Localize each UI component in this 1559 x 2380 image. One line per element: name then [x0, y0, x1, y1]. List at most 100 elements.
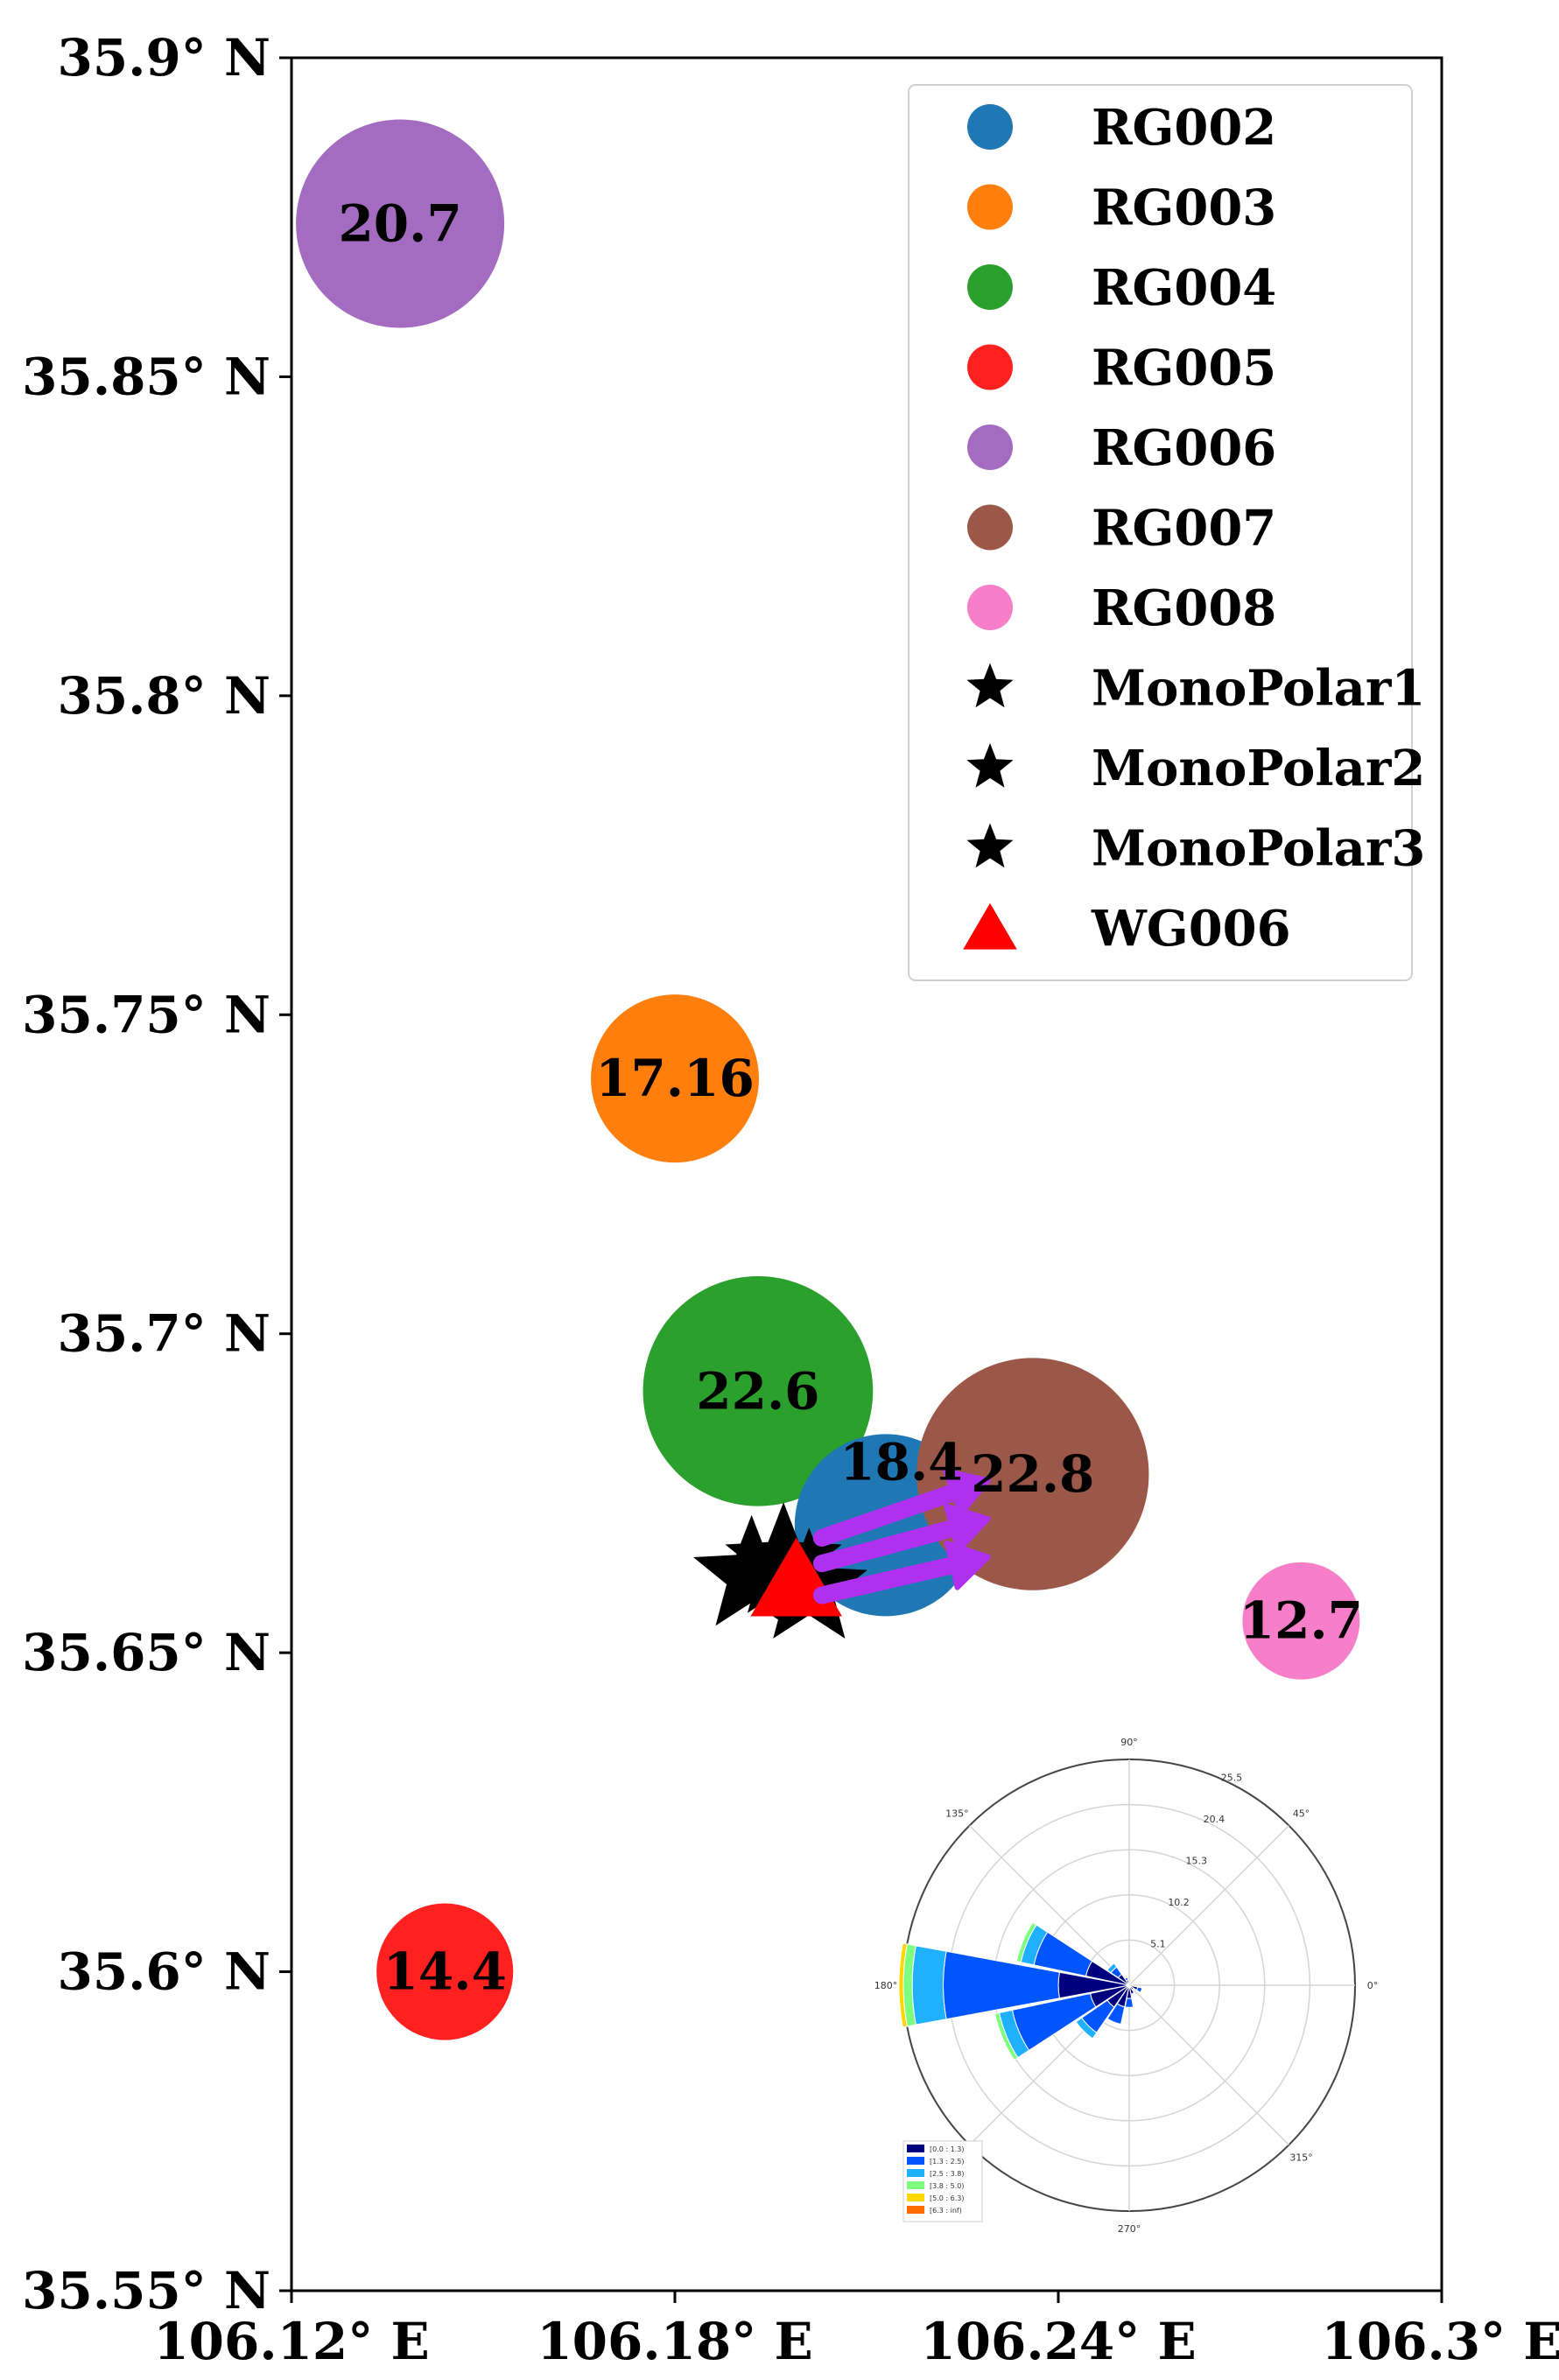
y-tick-label: 35.9° N [58, 28, 270, 88]
rose-angle-label: 135° [945, 1808, 969, 1819]
rose-legend-label: [6.3 : inf) [930, 2207, 962, 2215]
plot-frame [290, 56, 1443, 2292]
rose-grid-spoke [1128, 1825, 1289, 1986]
rose-legend-swatch [907, 2194, 924, 2201]
rose-radial-label: 10.2 [1168, 1897, 1190, 1908]
legend-label-monopolar1: MonoPolar1 [1092, 660, 1425, 718]
flow-arrow-head [944, 1503, 991, 1554]
legend-box [908, 84, 1413, 981]
rose-bar-segment [1135, 1986, 1143, 1993]
rose-radial-label: 25.5 [1221, 1773, 1243, 1784]
rose-legend-label: [1.3 : 2.5) [930, 2158, 964, 2166]
y-tick-label: 35.75° N [22, 985, 270, 1044]
rose-legend-label: [0.0 : 1.3) [930, 2145, 964, 2153]
y-tick-label: 35.6° N [58, 1942, 270, 2002]
rose-legend-swatch [907, 2181, 924, 2189]
flow-arrow-shaft [812, 1556, 961, 1604]
legend-label-rg002: RG002 [1092, 99, 1276, 157]
legend-marker-rg008 [967, 585, 1013, 630]
bubble-rg004 [643, 1275, 874, 1506]
y-tick-label: 35.7° N [58, 1304, 270, 1364]
rose-legend-label: [2.5 : 3.8) [930, 2170, 964, 2178]
flow-arrow-shaft [812, 1519, 962, 1573]
rose-grid-spoke [969, 1825, 1130, 1986]
legend-marker-rg004 [967, 264, 1013, 310]
rose-bar-segment [1124, 1997, 1134, 2008]
rose-bar-segment [1124, 1976, 1129, 1982]
bubble-rg006 [296, 119, 505, 328]
x-tick-label: 106.12° E [153, 2312, 429, 2371]
bubble-label-rg006: 20.7 [338, 194, 461, 254]
legend-label-rg003: RG003 [1092, 179, 1276, 237]
legend-label-rg007: RG007 [1092, 500, 1276, 558]
rose-radial-label: 5.1 [1150, 1939, 1166, 1950]
wind-rose-inset: 5.1 10.2 15.3 20.4 25.5 90° 45° 0° 315° 270° 180° 1… [874, 1737, 1379, 2235]
legend-marker-rg003 [967, 184, 1013, 230]
rose-bar-segment [994, 2011, 1019, 2061]
rose-legend-swatch [907, 2145, 924, 2152]
legend-marker-rg007 [967, 504, 1013, 551]
legend-marker-monopolar1 [966, 663, 1014, 708]
rose-bar-segment [898, 1942, 908, 2028]
legend: RG002 RG003 RG004 RG005 RG006 RG007 RG008 MonoP… [908, 84, 1425, 981]
flow-arrow-shaft [812, 1484, 963, 1547]
rose-bar-segment [1106, 2003, 1126, 2025]
rose-radial-label: 20.4 [1204, 1814, 1225, 1825]
legend-label-rg004: RG004 [1092, 259, 1276, 317]
legend-label-monopolar3: MonoPolar3 [1092, 820, 1425, 878]
legend-label-wg006: WG006 [1091, 900, 1291, 958]
rose-legend-swatch [907, 2157, 924, 2165]
rose-bar-segment [1015, 1921, 1037, 1963]
rose-legend-swatch [907, 2169, 924, 2177]
y-tick-label: 35.55° N [22, 2261, 270, 2320]
bubble-label-rg007: 22.8 [971, 1444, 1094, 1504]
rose-radial-label: 15.3 [1185, 1856, 1207, 1867]
x-tick-label: 106.24° E [920, 2312, 1196, 2371]
rose-legend-label: [3.8 : 5.0) [930, 2182, 964, 2190]
rose-bar-segment [911, 1945, 947, 2025]
axes: 106.12° E 106.18° E 106.24° E 106.3° E 35.9°… [22, 28, 1559, 2371]
bubble-label-rg002: 18.4 [839, 1432, 963, 1492]
flow-arrow-head [944, 1540, 991, 1590]
y-tick-label: 35.65° N [22, 1623, 270, 1682]
legend-marker-rg006 [967, 425, 1013, 470]
legend-marker-rg005 [967, 344, 1013, 390]
legend-label-rg005: RG005 [1092, 340, 1276, 397]
legend-label-rg006: RG006 [1092, 419, 1276, 477]
bubble-label-rg003: 17.16 [595, 1049, 755, 1108]
rose-angle-label: 180° [874, 1980, 898, 1991]
rose-angle-label: 90° [1120, 1737, 1138, 1748]
legend-marker-monopolar2 [966, 743, 1014, 788]
bubble-rg003 [591, 994, 759, 1163]
y-tick-label: 35.85° N [22, 347, 270, 406]
y-tick-label: 35.8° N [58, 666, 270, 726]
rose-bar-segment [1075, 2017, 1098, 2039]
rose-legend-label: [5.0 : 6.3) [930, 2194, 964, 2202]
flow-arrows: 20.7 17.16 14.4 12.7 22.6 18.4 22.8 [338, 194, 1363, 2002]
bubble-rg005 [376, 1903, 514, 2040]
legend-marker-rg002 [967, 104, 1013, 150]
rose-bar-segment [1106, 1962, 1118, 1974]
legend-marker-wg006 [963, 902, 1017, 950]
rose-angle-label: 315° [1289, 2152, 1313, 2164]
legend-label-rg008: RG008 [1092, 579, 1276, 637]
rose-angle-label: 270° [1118, 2223, 1141, 2235]
legend-label-monopolar2: MonoPolar2 [1092, 740, 1425, 797]
bubbles [296, 119, 1360, 2040]
rose-legend-swatch [907, 2206, 924, 2214]
flow-arrow-head [943, 1468, 991, 1517]
rose-angle-label: 0° [1367, 1980, 1379, 1991]
bubble-label-rg004: 22.6 [696, 1361, 819, 1421]
star-monopolar2 [725, 1502, 842, 1613]
x-tick-label: 106.18° E [537, 2312, 812, 2371]
rose-angle-label: 45° [1293, 1808, 1310, 1819]
legend-marker-monopolar3 [966, 823, 1014, 868]
bubble-label-rg005: 14.4 [383, 1942, 507, 2002]
rose-bar-segment [1127, 1982, 1131, 1986]
bubble-label-rg008: 12.7 [1239, 1591, 1363, 1651]
x-tick-label: 106.3° E [1321, 2312, 1559, 2371]
rose-grid-spoke [1128, 1984, 1289, 2145]
bubble-rg008 [1242, 1562, 1360, 1680]
rose-bar-segment [1128, 1983, 1134, 1987]
